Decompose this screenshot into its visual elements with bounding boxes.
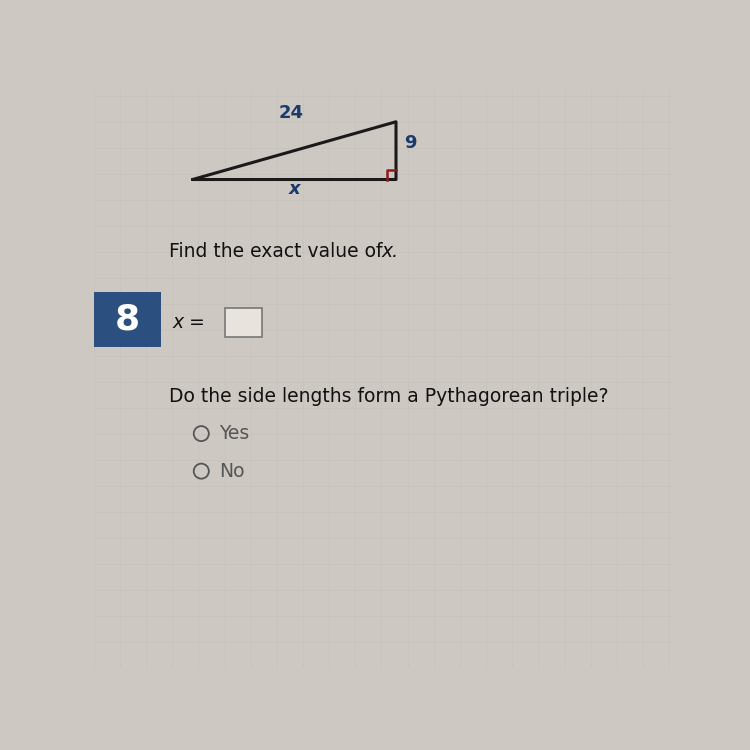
Text: 9: 9 (404, 134, 417, 152)
Text: Do the side lengths form a Pythagorean triple?: Do the side lengths form a Pythagorean t… (170, 386, 609, 406)
Text: x: x (289, 180, 300, 198)
Text: Find the exact value of: Find the exact value of (170, 242, 388, 261)
Bar (94, 292, 160, 347)
Text: x =: x = (172, 313, 205, 332)
Text: Yes: Yes (219, 424, 250, 443)
Text: 8: 8 (115, 302, 140, 337)
Text: 24: 24 (279, 104, 304, 122)
Bar (224, 308, 262, 338)
Text: x.: x. (382, 242, 398, 261)
Text: No: No (219, 462, 245, 481)
